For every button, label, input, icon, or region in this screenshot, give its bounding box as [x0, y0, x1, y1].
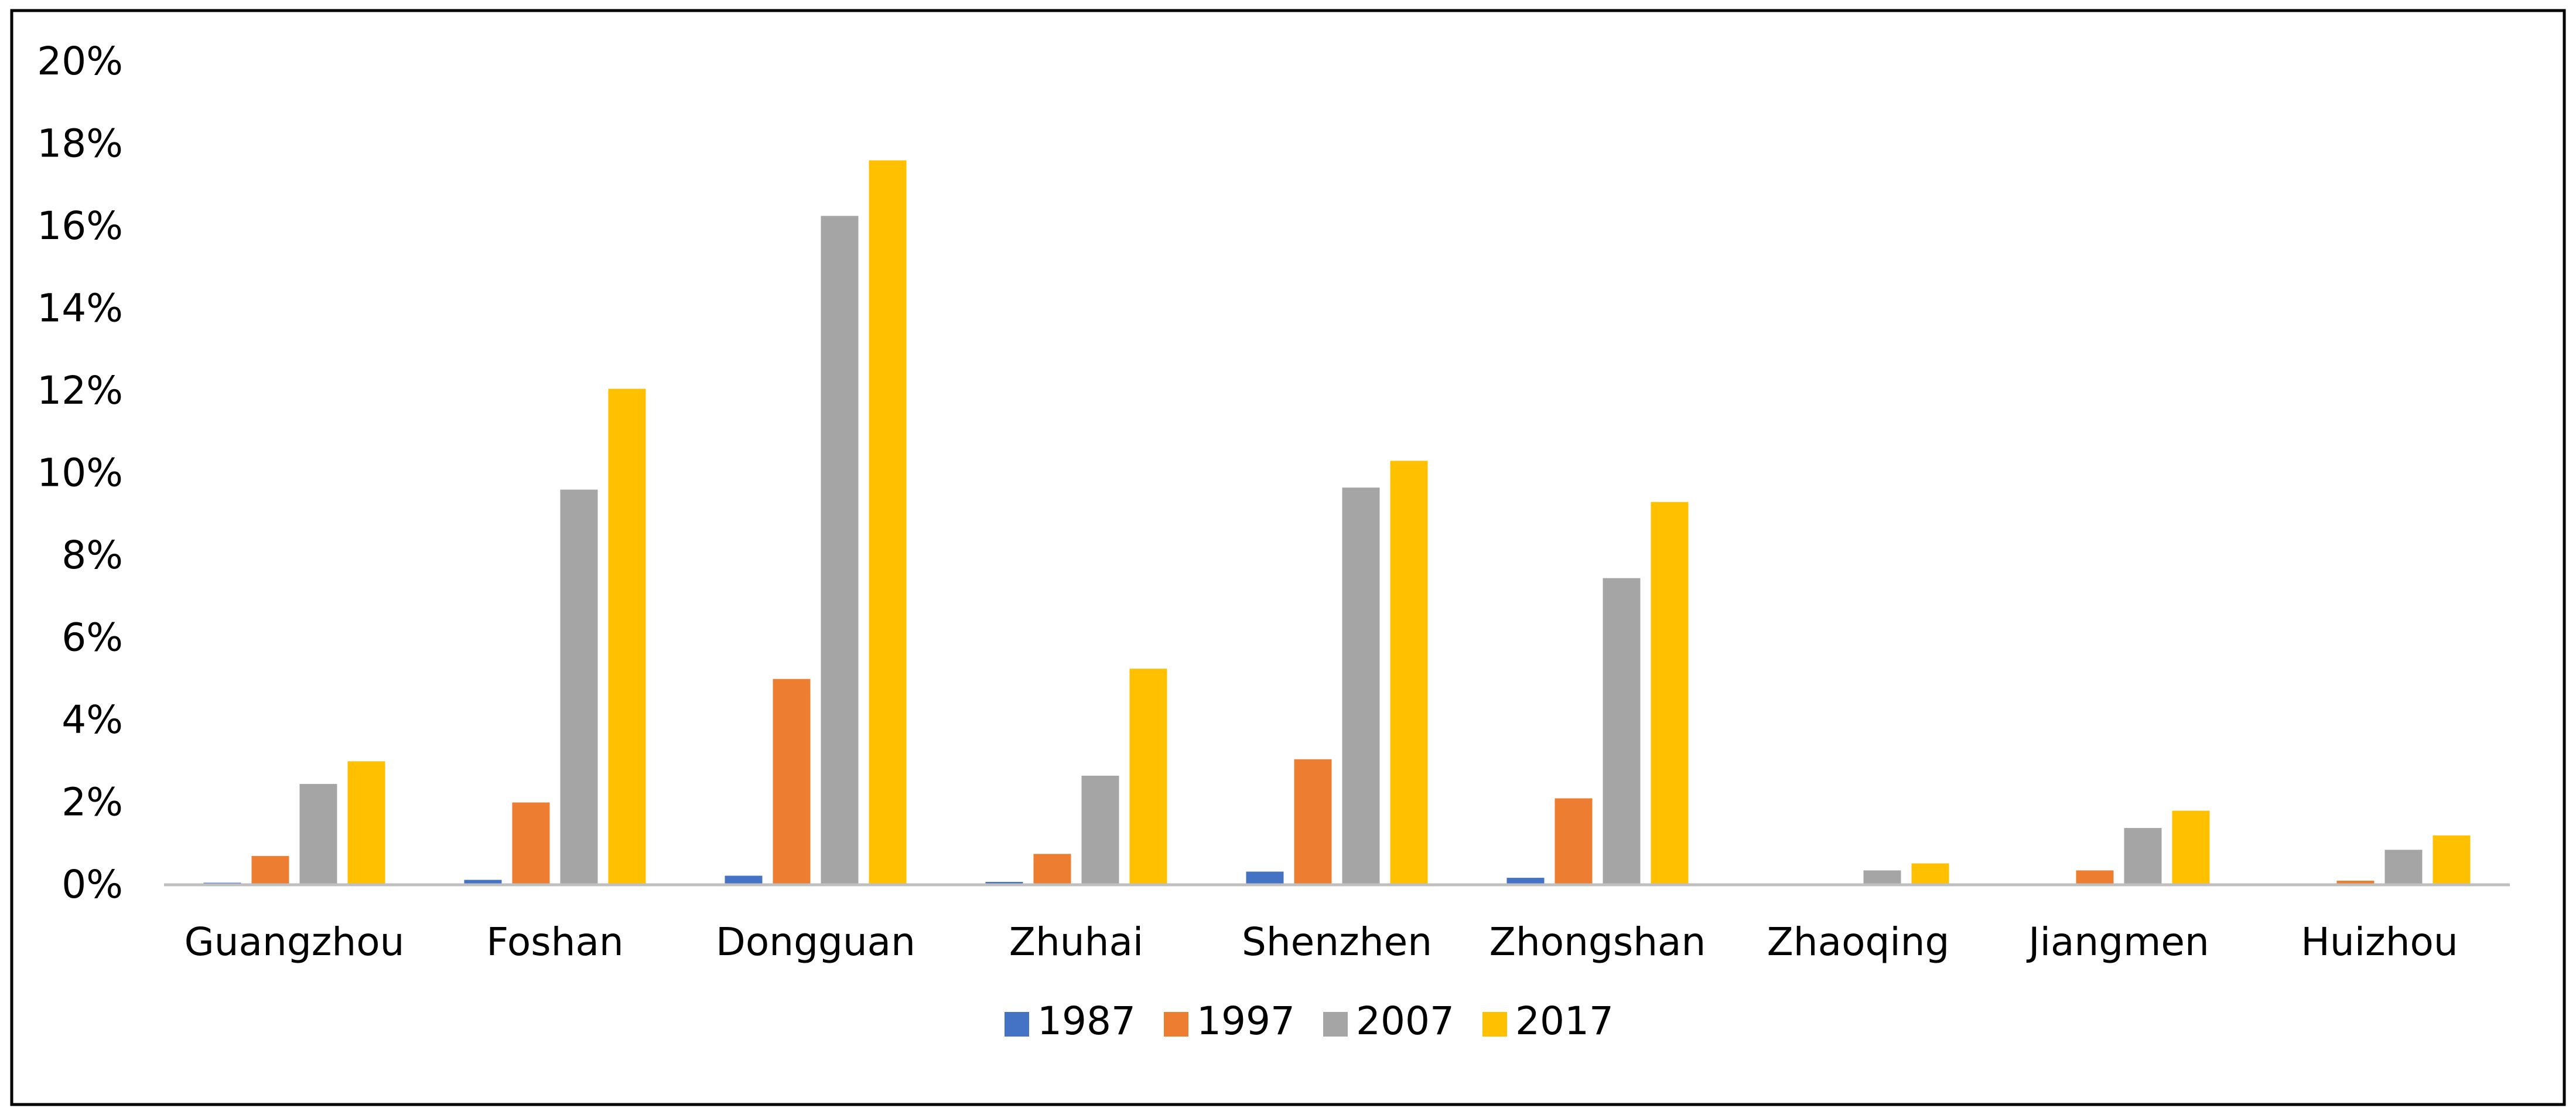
- y-tick-label: 2%: [62, 780, 123, 825]
- legend-swatch-2007: [1323, 1012, 1348, 1037]
- y-tick-label: 14%: [37, 286, 123, 331]
- bar-2017-foshan: [608, 388, 646, 885]
- bar-2007-shenzhen: [1342, 488, 1380, 885]
- legend-label-1987: 1987: [1037, 998, 1136, 1044]
- bar-1987-zhongshan: [1506, 878, 1545, 885]
- legend-swatch-2017: [1482, 1012, 1507, 1037]
- x-tick-label: Foshan: [486, 919, 623, 964]
- bar-2007-zhaoqing: [1863, 870, 1901, 885]
- x-tick-label: Zhaoqing: [1767, 919, 1950, 964]
- bar-2007-jiangmen: [2124, 828, 2162, 885]
- bar-1987-shenzhen: [1246, 871, 1284, 885]
- chart-border: [10, 9, 2566, 1106]
- bar-2007-dongguan: [821, 216, 859, 885]
- x-tick-label: Dongguan: [716, 919, 915, 964]
- x-tick-label: Shenzhen: [1242, 919, 1432, 964]
- bar-2017-zhuhai: [1129, 669, 1167, 885]
- bar-1997-zhuhai: [1033, 854, 1071, 885]
- bar-2007-zhongshan: [1603, 578, 1641, 885]
- x-tick-label: Zhuhai: [1009, 919, 1144, 964]
- y-tick-label: 10%: [37, 451, 123, 496]
- bar-1997-jiangmen: [2076, 870, 2114, 885]
- bar-2007-guangzhou: [299, 783, 337, 885]
- bar-2017-guangzhou: [347, 761, 385, 885]
- bar-1997-zhongshan: [1555, 798, 1593, 885]
- bar-1987-dongguan: [725, 875, 763, 885]
- y-tick-label: 6%: [62, 615, 123, 660]
- bar-1997-shenzhen: [1294, 759, 1332, 885]
- y-tick-label: 8%: [62, 533, 123, 578]
- bar-1997-huizhou: [2336, 880, 2375, 885]
- bar-1997-foshan: [512, 802, 550, 885]
- legend: 1987 1997 2007 2017: [1005, 998, 1614, 1044]
- x-tick-label: Zhongshan: [1489, 919, 1706, 964]
- y-axis: 0% 2% 4% 6% 8% 10% 12% 14% 16% 18% 20%: [37, 39, 123, 907]
- y-tick-label: 12%: [37, 368, 123, 413]
- x-tick-label: Guangzhou: [185, 919, 405, 964]
- x-tick-label: Jiangmen: [2026, 919, 2209, 964]
- bar-2017-jiangmen: [2172, 810, 2210, 885]
- bar-1997-dongguan: [773, 679, 811, 885]
- bar-2007-zhuhai: [1081, 775, 1119, 885]
- bar-2017-zhongshan: [1651, 502, 1689, 885]
- bar-2017-shenzhen: [1390, 461, 1428, 885]
- x-axis: Guangzhou Foshan Dongguan Zhuhai Shenzhen Zho…: [185, 919, 2458, 964]
- legend-label-1997: 1997: [1197, 998, 1295, 1044]
- legend-label-2007: 2007: [1356, 998, 1454, 1044]
- y-tick-label: 0%: [62, 862, 123, 907]
- legend-swatch-1997: [1164, 1012, 1188, 1037]
- bar-1987-foshan: [464, 880, 502, 885]
- bar-2017-huizhou: [2432, 835, 2471, 885]
- legend-swatch-1987: [1005, 1012, 1029, 1037]
- y-tick-label: 16%: [37, 203, 123, 248]
- legend-label-2017: 2017: [1515, 998, 1614, 1044]
- bar-1997-guangzhou: [251, 855, 289, 885]
- bar-2017-dongguan: [869, 160, 907, 885]
- y-tick-label: 20%: [37, 39, 123, 84]
- bar-2007-foshan: [560, 489, 598, 885]
- bars: [203, 160, 2471, 885]
- bar-2007-huizhou: [2384, 850, 2423, 885]
- y-tick-label: 4%: [62, 697, 123, 742]
- bar-2017-zhaoqing: [1911, 863, 1949, 885]
- x-tick-label: Huizhou: [2301, 919, 2458, 964]
- y-tick-label: 18%: [37, 121, 123, 166]
